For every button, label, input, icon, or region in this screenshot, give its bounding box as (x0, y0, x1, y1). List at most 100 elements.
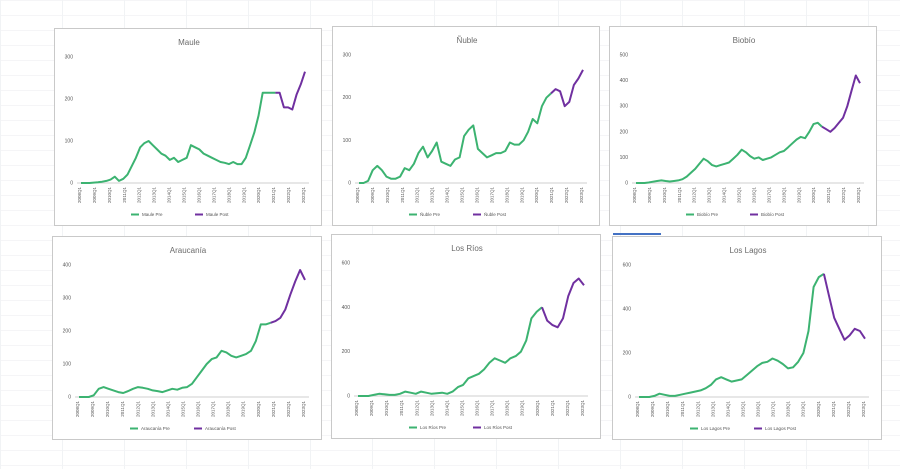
x-tick-label: 2017Q1 (211, 401, 216, 418)
x-tick-label: 2018Q1 (226, 187, 231, 204)
x-tick-label: 2013Q1 (429, 400, 434, 417)
x-tick-label: 2010Q1 (665, 401, 670, 418)
y-tick-label: 400 (623, 307, 632, 313)
x-tick-label: 2012Q1 (695, 401, 700, 418)
y-tick-label: 0 (625, 181, 628, 187)
x-tick-label: 2019Q1 (241, 401, 246, 418)
x-tick-label: 2017Q1 (490, 400, 495, 417)
x-tick-label: 2011Q1 (680, 401, 685, 417)
series-post-line (821, 74, 861, 133)
x-tick-label: 2012Q1 (137, 187, 142, 204)
x-tick-label: 2012Q1 (414, 400, 419, 417)
x-tick-label: 2020Q1 (534, 187, 539, 204)
series-post-line (275, 71, 306, 111)
y-tick-label: 300 (620, 104, 629, 110)
y-tick-label: 400 (342, 305, 351, 311)
x-tick-label: 2020Q1 (256, 401, 261, 418)
chart-title: Ñuble (457, 36, 478, 45)
legend-pre-label: Los Lagos Pre (701, 426, 731, 431)
chart-svg: Araucanía 0 100 200 300 400 2008Q1 2009Q1 2010Q1… (63, 246, 309, 431)
y-tick-label: 200 (342, 349, 351, 355)
chart-svg: Ñuble 0 100 200 300 2008Q1 2009Q1 2010Q1 2011Q1 2… (343, 36, 587, 217)
x-tick-label: 2008Q1 (354, 400, 359, 417)
x-tick-label: 2022Q1 (286, 401, 291, 418)
x-tick-label: 2009Q1 (650, 401, 655, 418)
series-pre-line (636, 121, 823, 184)
x-tick-label: 2022Q1 (565, 400, 570, 417)
chart-title: Biobío (733, 36, 756, 45)
x-tick-label: 2018Q1 (226, 401, 231, 418)
y-tick-label: 100 (65, 139, 74, 145)
x-tick-label: 2014Q1 (722, 187, 727, 204)
chart-panel[interactable]: Los Ríos 0 200 400 600 2008Q1 2009Q1 2010Q1 2011… (331, 234, 601, 439)
y-tick-label: 200 (63, 329, 72, 335)
chart-svg: Biobío 0 100 200 300 400 500 2008Q1 2009Q1 2010Q1… (620, 36, 864, 217)
y-tick-label: 200 (65, 97, 74, 103)
x-tick-label: 2016Q1 (196, 187, 201, 204)
x-tick-label: 2016Q1 (756, 401, 761, 418)
x-tick-label: 2008Q1 (632, 187, 637, 204)
y-tick-label: 300 (63, 296, 72, 302)
x-tick-label: 2009Q1 (370, 187, 375, 204)
legend-pre-label: Maule Pre (142, 212, 163, 217)
x-tick-label: 2011Q1 (122, 187, 127, 203)
x-tick-label: 2020Q1 (811, 187, 816, 204)
x-tick-label: 2019Q1 (796, 187, 801, 204)
y-tick-label: 0 (70, 181, 73, 187)
chart-title: Araucanía (170, 246, 207, 255)
chart-panel[interactable]: Biobío 0 100 200 300 400 500 2008Q1 2009Q1 2010Q1… (609, 26, 877, 226)
series-post-line (550, 69, 584, 108)
x-tick-label: 2021Q1 (271, 187, 276, 204)
chart-panel[interactable]: Maule 0 100 200 300 2008Q1 2009Q1 2010Q1 2011Q1 2… (54, 28, 322, 226)
chart-svg: Los Ríos 0 200 400 600 2008Q1 2009Q1 2010Q1 2011… (342, 244, 588, 430)
legend-pre-label: Biobío Pre (697, 212, 719, 217)
x-tick-label: 2011Q1 (120, 401, 125, 417)
series-pre-line (639, 272, 825, 398)
chart-panel[interactable]: Araucanía 0 100 200 300 400 2008Q1 2009Q1 2010Q1… (52, 236, 322, 440)
x-tick-label: 2022Q1 (564, 187, 569, 204)
chart-title: Los Lagos (730, 246, 767, 255)
x-tick-label: 2014Q1 (444, 400, 449, 417)
x-tick-label: 2021Q1 (549, 187, 554, 204)
y-tick-label: 300 (343, 53, 352, 59)
x-tick-label: 2014Q1 (165, 401, 170, 418)
x-tick-label: 2013Q1 (150, 401, 155, 418)
x-tick-label: 2020Q1 (535, 400, 540, 417)
x-tick-label: 2023Q1 (856, 187, 861, 204)
chart-panel[interactable]: Ñuble 0 100 200 300 2008Q1 2009Q1 2010Q1 2011Q1 2… (332, 26, 600, 226)
y-tick-label: 100 (620, 155, 629, 161)
series-pre-line (79, 321, 271, 398)
x-tick-label: 2008Q1 (635, 401, 640, 418)
y-tick-label: 600 (342, 261, 351, 267)
x-tick-label: 2023Q1 (579, 187, 584, 204)
x-tick-label: 2017Q1 (766, 187, 771, 204)
x-tick-label: 2023Q1 (861, 401, 866, 418)
y-tick-label: 300 (65, 55, 74, 61)
chart-panel[interactable]: Los Lagos 0 200 400 600 2008Q1 2009Q1 2010Q1 201… (612, 236, 882, 440)
y-tick-label: 0 (68, 395, 71, 401)
x-tick-label: 2008Q1 (355, 187, 360, 204)
x-tick-label: 2016Q1 (475, 400, 480, 417)
legend-pre-label: Ñuble Pre (420, 211, 441, 217)
x-tick-label: 2016Q1 (474, 187, 479, 204)
x-tick-label: 2010Q1 (107, 187, 112, 204)
x-tick-label: 2011Q1 (677, 187, 682, 203)
x-tick-label: 2011Q1 (400, 187, 405, 203)
x-tick-label: 2017Q1 (771, 401, 776, 418)
x-tick-label: 2017Q1 (211, 187, 216, 204)
legend-post-label: Araucanía Post (205, 426, 237, 431)
x-tick-label: 2022Q1 (286, 187, 291, 204)
y-tick-label: 100 (343, 138, 352, 144)
legend-post-label: Maule Post (206, 212, 229, 217)
y-tick-label: 400 (63, 263, 72, 269)
x-tick-label: 2009Q1 (92, 187, 97, 204)
x-tick-label: 2013Q1 (152, 187, 157, 204)
x-tick-label: 2015Q1 (460, 187, 465, 204)
legend-post-label: Los Lagos Post (765, 426, 797, 431)
legend-post-label: Biobío Post (761, 212, 785, 217)
x-tick-label: 2022Q1 (841, 187, 846, 204)
y-tick-label: 0 (628, 395, 631, 401)
x-tick-label: 2023Q1 (301, 401, 306, 418)
series-pre-line (358, 306, 543, 397)
x-tick-label: 2014Q1 (445, 187, 450, 204)
